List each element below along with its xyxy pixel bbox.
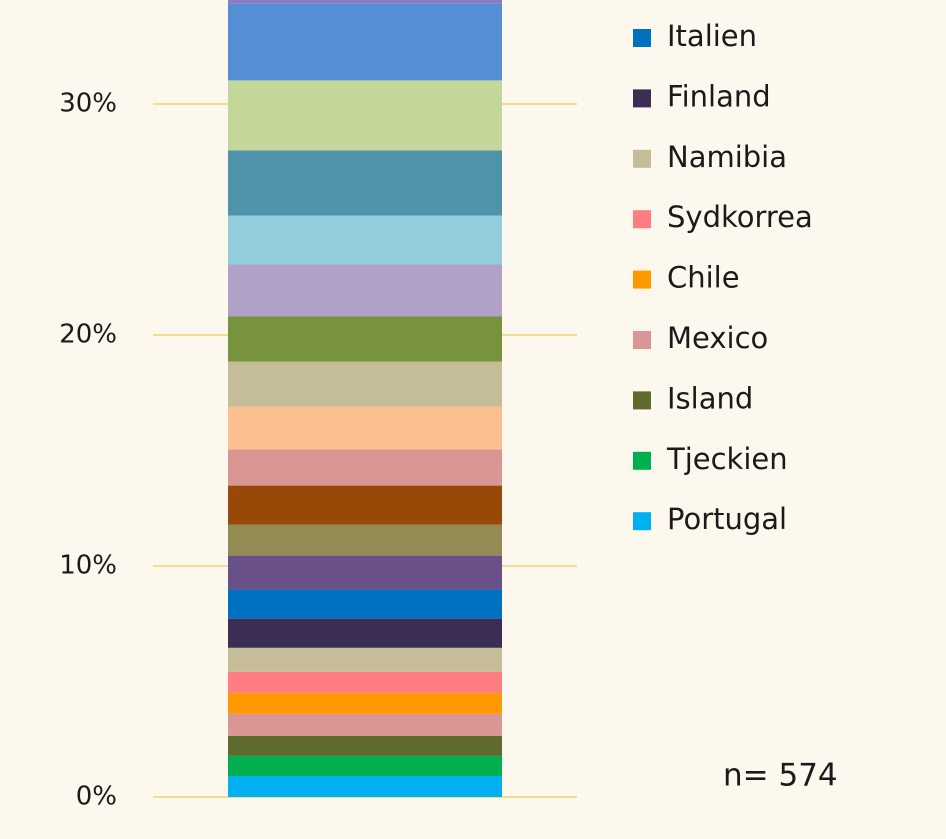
bar-segment	[228, 555, 502, 590]
bar-segment	[228, 150, 502, 216]
bar-segment	[228, 755, 502, 776]
legend-label: Portugal	[667, 502, 787, 536]
legend-swatch	[633, 149, 651, 168]
bar-segment	[228, 713, 502, 736]
bar-segment	[228, 361, 502, 407]
legend-swatch	[633, 331, 651, 349]
legend-label: Mexico	[667, 321, 768, 355]
legend-label: Sydkorrea	[667, 200, 813, 234]
y-tick-label: 0%	[76, 782, 117, 812]
bar-segment	[228, 524, 502, 556]
bar-segment	[228, 449, 502, 486]
legend-label: Island	[667, 381, 753, 415]
bar-segment	[228, 735, 502, 756]
bar-segment	[228, 264, 502, 317]
legend-swatch	[633, 391, 651, 410]
legend-label: Namibia	[667, 140, 787, 174]
y-tick-label: 30%	[59, 88, 117, 118]
bar-segment	[228, 692, 502, 714]
legend-swatch	[633, 451, 651, 470]
bar-segment	[228, 3, 502, 81]
bar-segment	[228, 215, 502, 265]
legend-swatch	[633, 29, 651, 47]
bar-segment	[228, 671, 502, 693]
legend-label: Chile	[667, 261, 740, 295]
legend-swatch	[633, 89, 651, 108]
legend-label: Finland	[667, 79, 771, 113]
y-tick-label: 20%	[59, 319, 117, 349]
bar-segment	[228, 406, 502, 450]
legend-swatch	[633, 512, 651, 531]
legend-swatch	[633, 270, 651, 289]
bar-segment	[228, 775, 502, 797]
annotation: n= 574	[723, 758, 838, 794]
bar-segment	[228, 618, 502, 648]
legend-label: Tjeckien	[666, 442, 788, 476]
y-tick-label: 10%	[59, 550, 117, 580]
bar-segment	[228, 80, 502, 151]
legend-label: Italien	[667, 19, 757, 53]
bar-segment	[228, 589, 502, 619]
bar-segment	[228, 0, 502, 4]
bar-segment	[228, 647, 502, 672]
legend-swatch	[633, 210, 651, 229]
bar-segment	[228, 485, 502, 525]
bar-segment	[228, 316, 502, 362]
